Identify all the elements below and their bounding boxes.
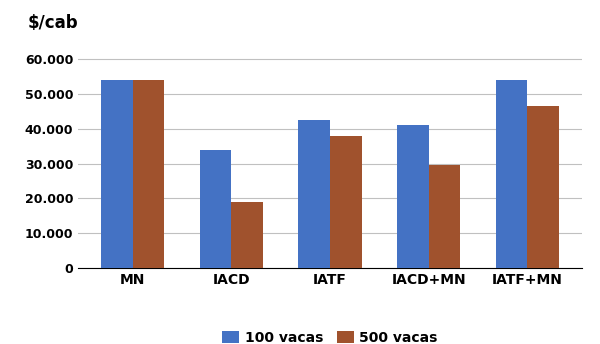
Bar: [298, 120, 330, 268]
Bar: [527, 106, 559, 268]
Bar: [397, 125, 429, 268]
Bar: [330, 136, 362, 268]
Bar: [200, 150, 231, 268]
Bar: [133, 80, 164, 268]
Bar: [101, 80, 133, 268]
Bar: [429, 165, 460, 268]
Legend: 100 vacas, 500 vacas: 100 vacas, 500 vacas: [217, 325, 443, 344]
Bar: [496, 80, 527, 268]
Bar: [231, 202, 263, 268]
Text: $/cab: $/cab: [28, 14, 78, 32]
